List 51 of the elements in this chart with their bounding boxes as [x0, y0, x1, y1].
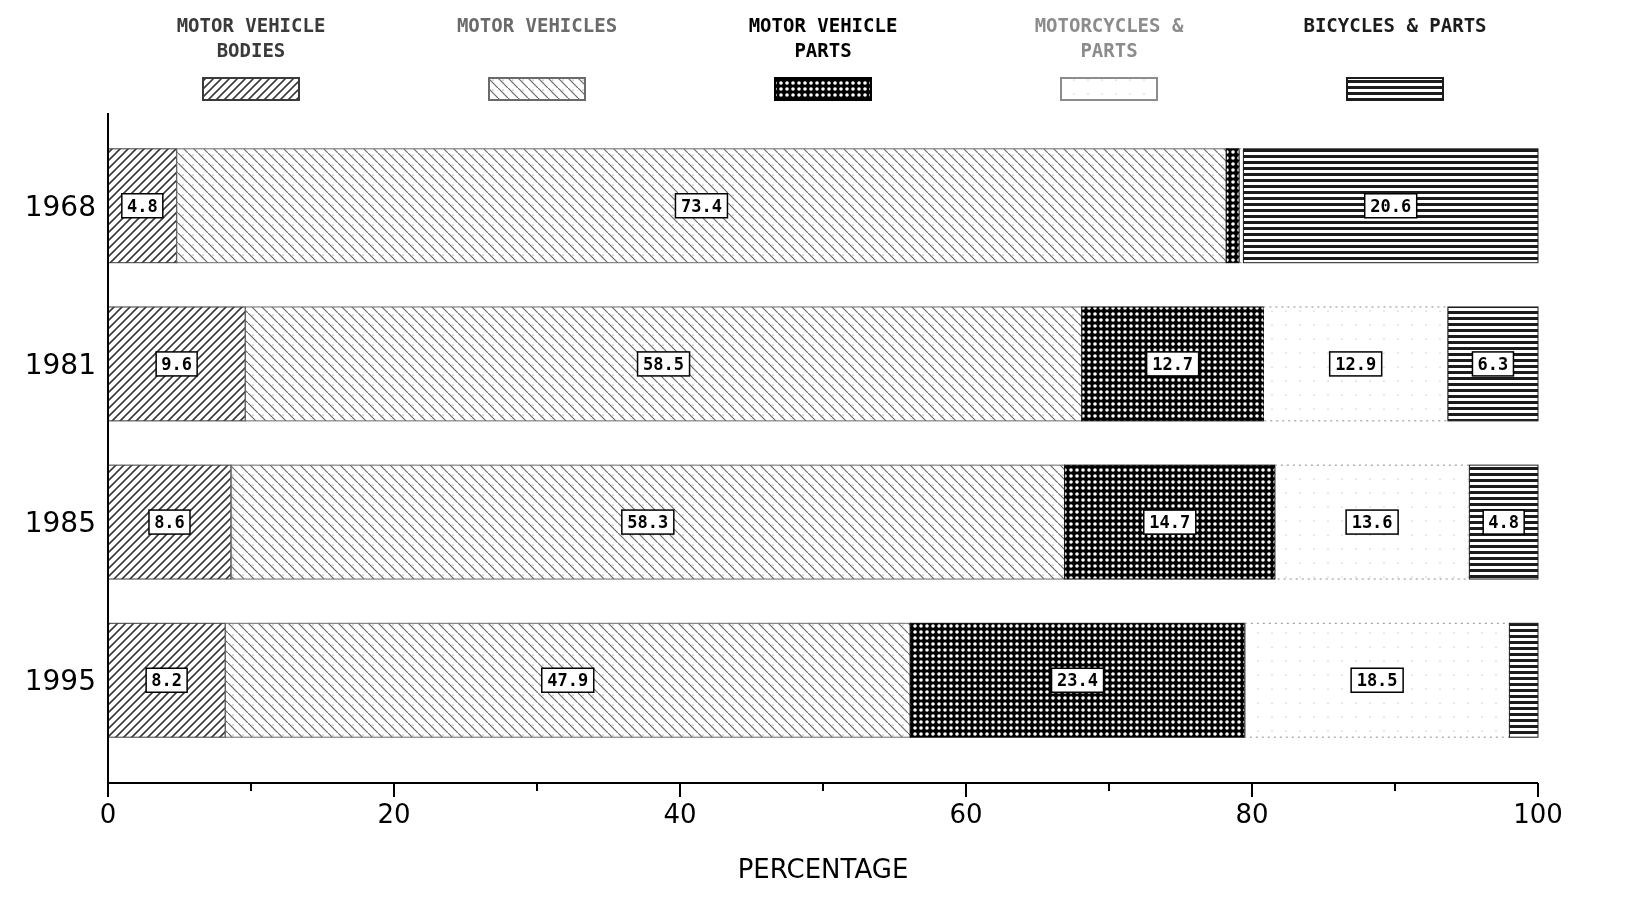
- y-tick-label: 1985: [24, 506, 96, 540]
- bar: [1064, 464, 1276, 580]
- x-tick-label: 100: [1513, 799, 1563, 829]
- bar: [107, 464, 232, 580]
- bar: [1244, 622, 1510, 738]
- bar: [107, 622, 226, 738]
- y-tick-label: 1981: [24, 347, 96, 381]
- bar: [107, 306, 246, 422]
- x-tick-label: 60: [949, 799, 983, 829]
- bar: [1238, 148, 1244, 264]
- bar: [1081, 306, 1264, 422]
- data-label: 58.3: [627, 512, 669, 533]
- data-label: 9.6: [161, 353, 192, 374]
- data-label: 73.4: [680, 195, 722, 216]
- data-label: 12.9: [1335, 353, 1377, 374]
- y-tick-label: 1968: [24, 189, 96, 223]
- data-label: 12.7: [1152, 353, 1194, 374]
- data-label: 13.6: [1351, 512, 1393, 533]
- x-tick-label: 20: [377, 799, 411, 829]
- bar: [1225, 148, 1240, 264]
- data-label: 14.7: [1149, 512, 1191, 533]
- data-label: 8.2: [151, 670, 182, 691]
- bar: [230, 464, 1066, 580]
- bar: [224, 622, 911, 738]
- y-tick-label: 1995: [24, 664, 96, 698]
- data-label: 6.3: [1477, 353, 1509, 374]
- bar: [1262, 306, 1449, 422]
- text: MOTOR VEHICLE BODIES: [176, 14, 326, 61]
- bar: [176, 148, 1227, 264]
- bar: [244, 306, 1083, 422]
- data-label: 18.5: [1356, 670, 1398, 691]
- text: BICYCLES & PARTS: [1303, 14, 1487, 36]
- data-label: 47.9: [547, 670, 589, 691]
- text: MOTORCYCLES & PARTS: [1034, 14, 1184, 61]
- bar: [909, 622, 1246, 738]
- bar: [1508, 622, 1539, 738]
- x-tick-label: 40: [663, 799, 697, 829]
- bar: [1447, 306, 1539, 422]
- data-label: 8.6: [154, 512, 185, 533]
- data-label: 20.6: [1370, 195, 1412, 216]
- bar: [1274, 464, 1470, 580]
- text: MOTOR VEHICLE PARTS: [748, 14, 898, 61]
- data-label: 58.5: [643, 353, 685, 374]
- x-axis-title: PERCENTAGE: [737, 854, 909, 884]
- data-label: 23.4: [1057, 670, 1099, 691]
- bar: [1242, 148, 1539, 264]
- data-label: 4.8: [126, 195, 158, 216]
- x-tick-label: 80: [1235, 799, 1269, 829]
- data-label: 4.8: [1488, 512, 1520, 533]
- text: MOTOR VEHICLES: [456, 14, 618, 36]
- x-tick-label: 0: [99, 799, 117, 829]
